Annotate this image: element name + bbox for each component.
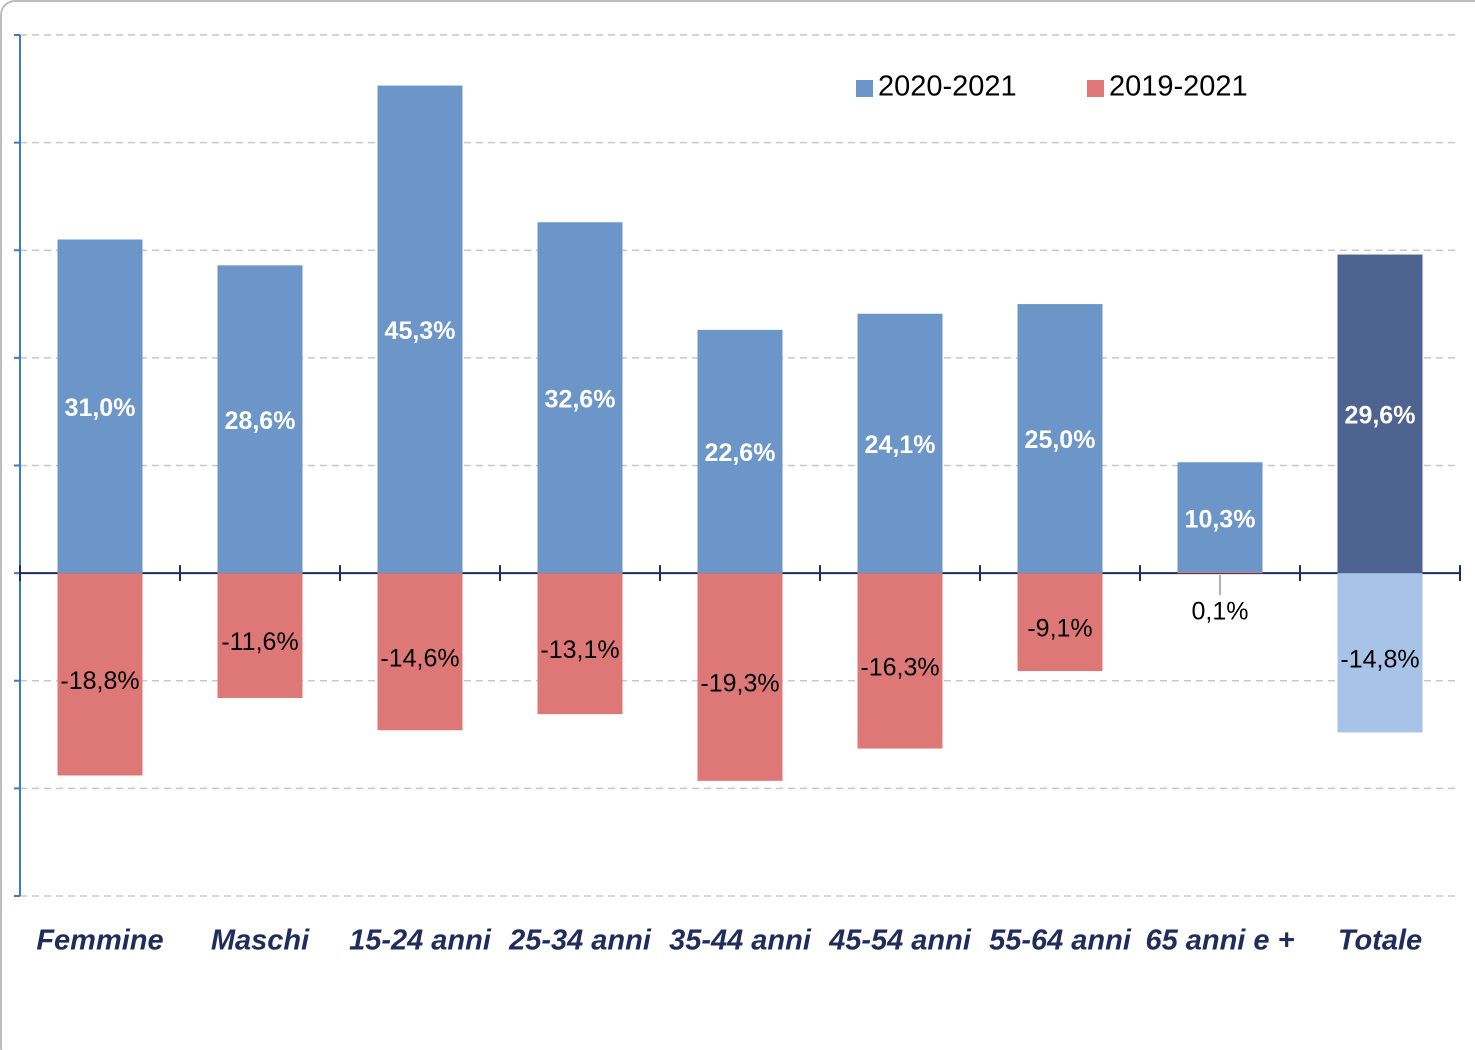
bar: [217, 265, 303, 574]
x-tick-label: Femmine: [36, 925, 163, 957]
value-label: 31,0%: [65, 394, 136, 422]
bar: [377, 85, 463, 574]
value-label: 32,6%: [545, 385, 616, 413]
bar: [1337, 573, 1423, 733]
x-tick-label: Maschi: [211, 925, 310, 957]
value-label: -19,3%: [700, 670, 779, 698]
bar: [537, 573, 623, 715]
x-tick-label: 25-34 anni: [508, 925, 652, 957]
legend-label: 2020-2021: [878, 71, 1017, 103]
value-label: -18,8%: [60, 667, 139, 695]
value-label: 45,3%: [385, 317, 456, 345]
value-label: 10,3%: [1185, 505, 1256, 533]
legend-label: 2019-2021: [1109, 71, 1248, 103]
value-label: 0,1%: [1192, 598, 1249, 626]
value-label: 29,6%: [1345, 401, 1416, 429]
x-tick-label: 65 anni e +: [1145, 925, 1294, 957]
value-label: 25,0%: [1025, 426, 1096, 454]
x-tick-label: 45-54 anni: [828, 925, 972, 957]
bar: [697, 573, 783, 781]
bar: [697, 329, 783, 574]
bar: [537, 222, 623, 574]
value-label: -16,3%: [860, 653, 939, 681]
bar: [1177, 572, 1263, 574]
value-label: 24,1%: [865, 431, 936, 459]
bar: [1177, 462, 1263, 574]
bar: [857, 313, 943, 574]
bar: [1017, 573, 1103, 672]
bar: [1017, 304, 1103, 574]
value-label: -9,1%: [1027, 615, 1092, 643]
value-label: 22,6%: [705, 439, 776, 467]
value-label: -11,6%: [221, 628, 298, 656]
x-tick-label: Totale: [1338, 925, 1422, 957]
bar: [377, 573, 463, 731]
value-label: -14,6%: [380, 644, 459, 672]
x-tick-label: 35-44 anni: [669, 925, 812, 957]
value-label: -13,1%: [540, 636, 619, 664]
x-tick-label: 55-64 anni: [989, 925, 1132, 957]
bar: [857, 573, 943, 749]
bar: [1337, 254, 1423, 574]
value-label: 28,6%: [225, 407, 296, 435]
bar: [57, 573, 143, 776]
bar: [217, 573, 303, 698]
legend-swatch: [1087, 80, 1104, 97]
legend-swatch: [856, 80, 873, 97]
value-label: -14,8%: [1340, 645, 1419, 673]
bar: [57, 239, 143, 574]
x-tick-label: 15-24 anni: [349, 925, 492, 957]
